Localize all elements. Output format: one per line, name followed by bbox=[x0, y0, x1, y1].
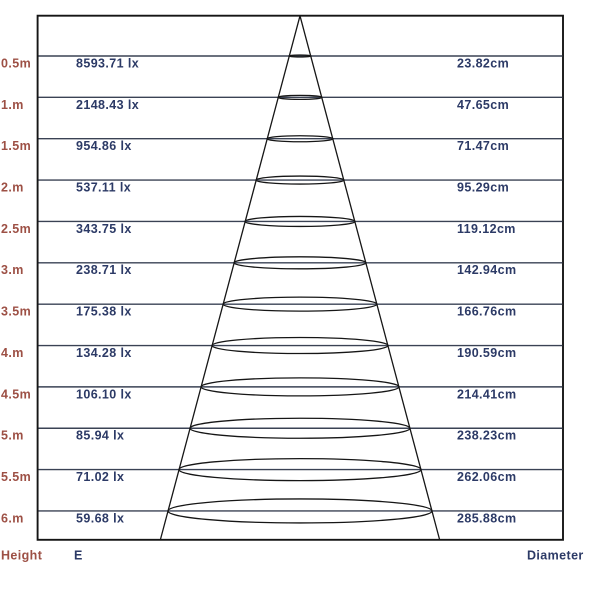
svg-text:285.88cm: 285.88cm bbox=[457, 511, 517, 525]
svg-text:6.m: 6.m bbox=[1, 511, 24, 525]
svg-text:954.86 lx: 954.86 lx bbox=[76, 139, 132, 153]
svg-text:2.m: 2.m bbox=[1, 181, 24, 195]
svg-text:2148.43 lx: 2148.43 lx bbox=[76, 98, 139, 112]
svg-text:Diameter: Diameter bbox=[527, 548, 584, 562]
svg-text:175.38 lx: 175.38 lx bbox=[76, 305, 132, 319]
svg-text:23.82cm: 23.82cm bbox=[457, 56, 509, 70]
svg-text:166.76cm: 166.76cm bbox=[457, 305, 517, 319]
svg-text:71.02 lx: 71.02 lx bbox=[76, 470, 124, 484]
svg-text:190.59cm: 190.59cm bbox=[457, 346, 517, 360]
svg-text:59.68 lx: 59.68 lx bbox=[76, 511, 124, 525]
svg-text:1.m: 1.m bbox=[1, 98, 24, 112]
svg-text:1.5m: 1.5m bbox=[1, 139, 31, 153]
svg-text:4.m: 4.m bbox=[1, 346, 24, 360]
svg-text:537.11 lx: 537.11 lx bbox=[76, 181, 131, 195]
svg-text:5.5m: 5.5m bbox=[1, 470, 31, 484]
svg-text:4.5m: 4.5m bbox=[1, 387, 31, 401]
svg-text:134.28 lx: 134.28 lx bbox=[76, 346, 132, 360]
svg-text:119.12cm: 119.12cm bbox=[457, 222, 516, 236]
svg-text:2.5m: 2.5m bbox=[1, 222, 31, 236]
svg-text:47.65cm: 47.65cm bbox=[457, 98, 509, 112]
svg-text:214.41cm: 214.41cm bbox=[457, 387, 517, 401]
svg-text:106.10 lx: 106.10 lx bbox=[76, 387, 132, 401]
svg-text:238.23cm: 238.23cm bbox=[457, 429, 517, 443]
svg-text:262.06cm: 262.06cm bbox=[457, 470, 517, 484]
svg-text:0.5m: 0.5m bbox=[1, 56, 31, 70]
svg-text:3.5m: 3.5m bbox=[1, 305, 31, 319]
svg-text:Height: Height bbox=[1, 548, 43, 562]
svg-text:238.71 lx: 238.71 lx bbox=[76, 263, 132, 277]
svg-text:E: E bbox=[74, 548, 83, 562]
svg-text:5.m: 5.m bbox=[1, 429, 24, 443]
svg-text:142.94cm: 142.94cm bbox=[457, 263, 517, 277]
svg-text:3.m: 3.m bbox=[1, 263, 24, 277]
svg-text:343.75 lx: 343.75 lx bbox=[76, 222, 132, 236]
svg-text:71.47cm: 71.47cm bbox=[457, 139, 509, 153]
svg-text:8593.71 lx: 8593.71 lx bbox=[76, 56, 139, 70]
svg-text:85.94 lx: 85.94 lx bbox=[76, 429, 124, 443]
svg-text:95.29cm: 95.29cm bbox=[457, 181, 509, 195]
